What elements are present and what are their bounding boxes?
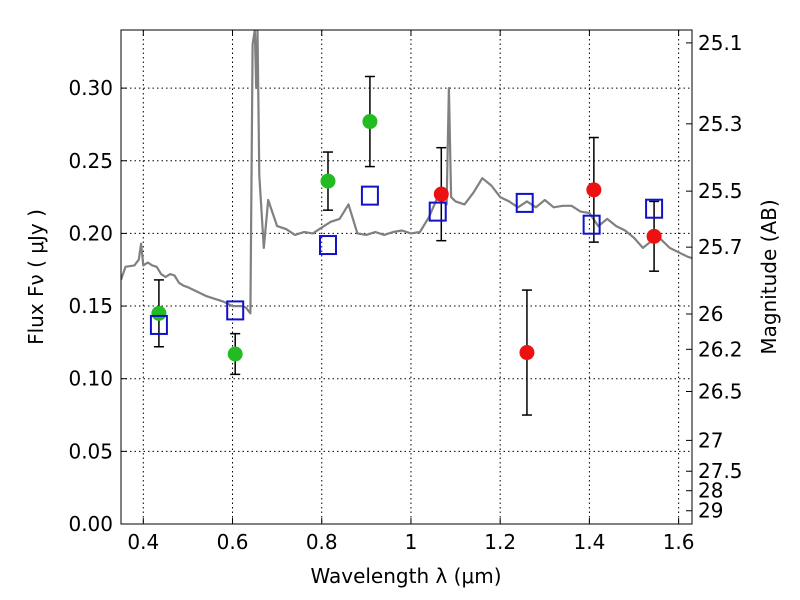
y-tick-label: 0.20 bbox=[68, 221, 113, 245]
y2-axis-label: Magnitude (AB) bbox=[757, 199, 781, 354]
data-point bbox=[519, 345, 535, 361]
y2-tick-label: 26.2 bbox=[698, 337, 743, 361]
x-tick-label: 1.2 bbox=[484, 530, 516, 554]
x-tick-label: 0.8 bbox=[306, 530, 338, 554]
plot-area bbox=[121, 30, 692, 416]
data-point bbox=[646, 228, 662, 244]
y-tick-label: 0.15 bbox=[68, 294, 113, 318]
data-point bbox=[320, 173, 336, 189]
y-tick-label: 0.25 bbox=[68, 149, 113, 173]
model-point bbox=[226, 300, 245, 321]
axis-ticks bbox=[121, 30, 692, 525]
y2-tick-label: 25.3 bbox=[698, 112, 743, 136]
model-point bbox=[149, 314, 168, 335]
model-point bbox=[515, 192, 534, 213]
model-point bbox=[428, 201, 447, 222]
y-axis-label: Flux Fν ( μJy ) bbox=[24, 209, 48, 345]
axis-tick-labels: 0.4 0.6 0.8 1 1.2 1.4 1.6 0.00 0.05 0.10 0.15 0.20 0… bbox=[68, 31, 742, 554]
x-tick-label: 0.6 bbox=[217, 530, 249, 554]
y-tick-label: 0.30 bbox=[68, 76, 113, 100]
model-spectrum-line bbox=[121, 30, 692, 315]
x-tick-label: 1.6 bbox=[663, 530, 695, 554]
y2-tick-label: 27 bbox=[698, 428, 723, 452]
model-point bbox=[360, 185, 379, 206]
x-tick-label: 1.4 bbox=[573, 530, 605, 554]
y2-tick-label: 25.7 bbox=[698, 235, 743, 259]
model-point bbox=[582, 214, 601, 235]
model-point bbox=[318, 235, 337, 256]
plot-frame bbox=[120, 29, 693, 525]
y-tick-label: 0.00 bbox=[68, 512, 113, 536]
data-point bbox=[151, 305, 167, 321]
model-spectrum-layer bbox=[121, 30, 692, 315]
data-point bbox=[227, 346, 243, 362]
x-tick-label: 0.4 bbox=[127, 530, 159, 554]
grid-lines bbox=[121, 30, 692, 525]
model-point bbox=[645, 198, 664, 219]
y-tick-label: 0.05 bbox=[68, 439, 113, 463]
x-axis-label: Wavelength λ (μm) bbox=[310, 564, 501, 588]
y2-tick-label: 26.5 bbox=[698, 379, 743, 403]
y2-tick-label: 25.1 bbox=[698, 31, 743, 55]
data-point bbox=[586, 182, 602, 198]
y2-tick-label: 28 bbox=[698, 479, 723, 503]
data-point bbox=[362, 114, 378, 130]
data-point bbox=[433, 186, 449, 202]
y2-tick-label: 29 bbox=[698, 499, 723, 523]
y2-tick-label: 25.5 bbox=[698, 179, 743, 203]
photometry-markers bbox=[149, 75, 664, 416]
y-tick-label: 0.10 bbox=[68, 367, 113, 391]
y2-tick-label: 27.5 bbox=[698, 459, 743, 483]
x-tick-label: 1 bbox=[405, 530, 418, 554]
y2-tick-label: 26 bbox=[698, 302, 723, 326]
